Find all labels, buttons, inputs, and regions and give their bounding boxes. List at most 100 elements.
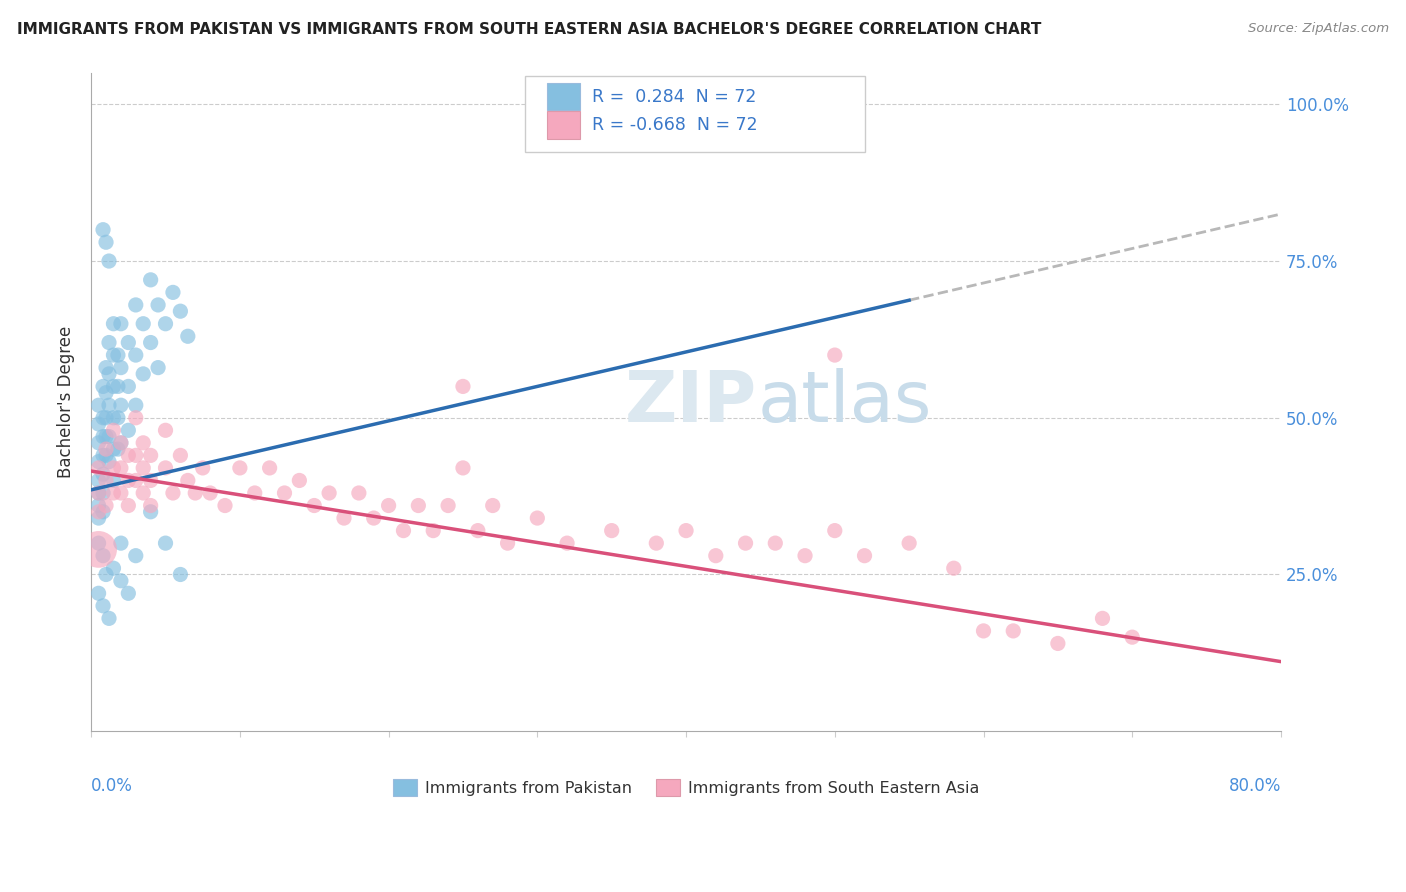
Point xyxy=(139,499,162,513)
Point xyxy=(422,524,444,538)
Point xyxy=(125,410,148,425)
Point xyxy=(155,461,177,475)
Point xyxy=(377,499,399,513)
Point xyxy=(103,461,125,475)
Point xyxy=(146,298,169,312)
Point xyxy=(942,561,965,575)
Point xyxy=(87,435,110,450)
Point xyxy=(437,499,460,513)
Point xyxy=(98,335,121,350)
Point xyxy=(645,536,668,550)
Point xyxy=(91,467,114,482)
Point xyxy=(91,599,114,613)
Point xyxy=(318,486,340,500)
Point xyxy=(526,511,548,525)
Point xyxy=(146,360,169,375)
Point xyxy=(155,423,177,437)
Point xyxy=(110,536,132,550)
Point xyxy=(103,410,125,425)
Point xyxy=(408,499,430,513)
Point xyxy=(103,423,125,437)
Point xyxy=(177,474,200,488)
Point xyxy=(392,524,415,538)
Point xyxy=(94,499,117,513)
Point xyxy=(177,329,200,343)
Point xyxy=(91,429,114,443)
FancyBboxPatch shape xyxy=(547,83,581,111)
Point xyxy=(98,429,121,443)
Point xyxy=(169,567,191,582)
Point xyxy=(87,586,110,600)
Point xyxy=(94,385,117,400)
Point xyxy=(853,549,876,563)
Point xyxy=(87,499,110,513)
Point xyxy=(169,449,191,463)
Point xyxy=(125,449,148,463)
Point xyxy=(87,474,110,488)
Point xyxy=(94,449,117,463)
Point xyxy=(259,461,281,475)
Point xyxy=(94,474,117,488)
Point xyxy=(288,474,311,488)
Point xyxy=(191,461,214,475)
Point xyxy=(333,511,356,525)
Point xyxy=(98,398,121,412)
Point xyxy=(139,449,162,463)
Point xyxy=(794,549,817,563)
Text: Source: ZipAtlas.com: Source: ZipAtlas.com xyxy=(1249,22,1389,36)
Point xyxy=(107,410,129,425)
Y-axis label: Bachelor's Degree: Bachelor's Degree xyxy=(58,326,75,478)
Point xyxy=(132,461,155,475)
Point xyxy=(107,348,129,362)
Text: IMMIGRANTS FROM PAKISTAN VS IMMIGRANTS FROM SOUTH EASTERN ASIA BACHELOR'S DEGREE: IMMIGRANTS FROM PAKISTAN VS IMMIGRANTS F… xyxy=(17,22,1042,37)
Legend: Immigrants from Pakistan, Immigrants from South Eastern Asia: Immigrants from Pakistan, Immigrants fro… xyxy=(387,772,986,802)
Point xyxy=(734,536,756,550)
Point xyxy=(481,499,503,513)
Text: R = -0.668  N = 72: R = -0.668 N = 72 xyxy=(592,116,758,134)
Point xyxy=(898,536,921,550)
Point xyxy=(91,549,114,563)
Point xyxy=(132,367,155,381)
Point xyxy=(98,611,121,625)
Point xyxy=(117,449,139,463)
Point xyxy=(117,423,139,437)
Point xyxy=(91,449,114,463)
Point xyxy=(273,486,295,500)
Point xyxy=(87,486,110,500)
Point xyxy=(496,536,519,550)
Point xyxy=(117,586,139,600)
Point xyxy=(155,317,177,331)
Point xyxy=(87,455,110,469)
Point xyxy=(675,524,697,538)
Point xyxy=(117,335,139,350)
Point xyxy=(169,304,191,318)
Point xyxy=(1046,636,1069,650)
Point xyxy=(162,285,184,300)
FancyBboxPatch shape xyxy=(547,112,581,139)
Point xyxy=(555,536,578,550)
Point xyxy=(87,486,110,500)
Text: ZIP: ZIP xyxy=(626,368,758,436)
Text: atlas: atlas xyxy=(758,368,932,436)
Point xyxy=(125,298,148,312)
Point xyxy=(824,348,846,362)
Point xyxy=(1002,624,1025,638)
Point xyxy=(87,505,110,519)
Point xyxy=(87,417,110,431)
Point xyxy=(117,474,139,488)
Point xyxy=(98,455,121,469)
Point xyxy=(91,223,114,237)
Point xyxy=(107,379,129,393)
Point xyxy=(87,511,110,525)
Point xyxy=(139,474,162,488)
Point xyxy=(600,524,623,538)
Text: 0.0%: 0.0% xyxy=(91,777,134,796)
Point xyxy=(94,567,117,582)
Point xyxy=(132,486,155,500)
Point xyxy=(94,410,117,425)
Point xyxy=(110,435,132,450)
Point xyxy=(363,511,385,525)
Point xyxy=(103,442,125,456)
Point xyxy=(125,398,148,412)
Point xyxy=(98,367,121,381)
